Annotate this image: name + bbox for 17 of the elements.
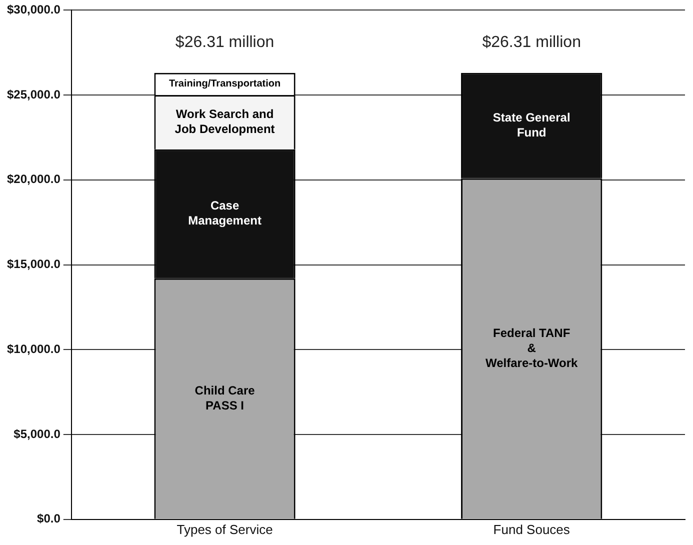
y-tick-label: $5,000.0: [14, 426, 61, 441]
series-label: Work Search and Job Development: [174, 107, 275, 136]
y-tick-label: $20,000.0: [6, 172, 61, 186]
y-tick-label: $0.0: [37, 512, 61, 526]
x-tick-label: Types of Service: [176, 522, 273, 537]
y-tick-label: $25,000.0: [6, 87, 61, 102]
y-tick-label: $15,000.0: [6, 257, 61, 272]
total-label: $26.31 million: [482, 34, 581, 52]
y-tick-label: $30,000.0: [6, 2, 61, 17]
y-tick-label: $10,000.0: [6, 342, 61, 356]
series-label: State General Fund: [492, 110, 570, 140]
total-label: $26.31 million: [175, 34, 274, 52]
series-label: Child Care PASS I: [194, 383, 256, 412]
x-tick-label: Fund Souces: [493, 522, 570, 537]
series-label: Training/Transportation: [168, 78, 281, 90]
series-label: Federal TANF & Welfare-to-Work: [485, 326, 578, 370]
series-label: Case Management: [188, 198, 262, 228]
